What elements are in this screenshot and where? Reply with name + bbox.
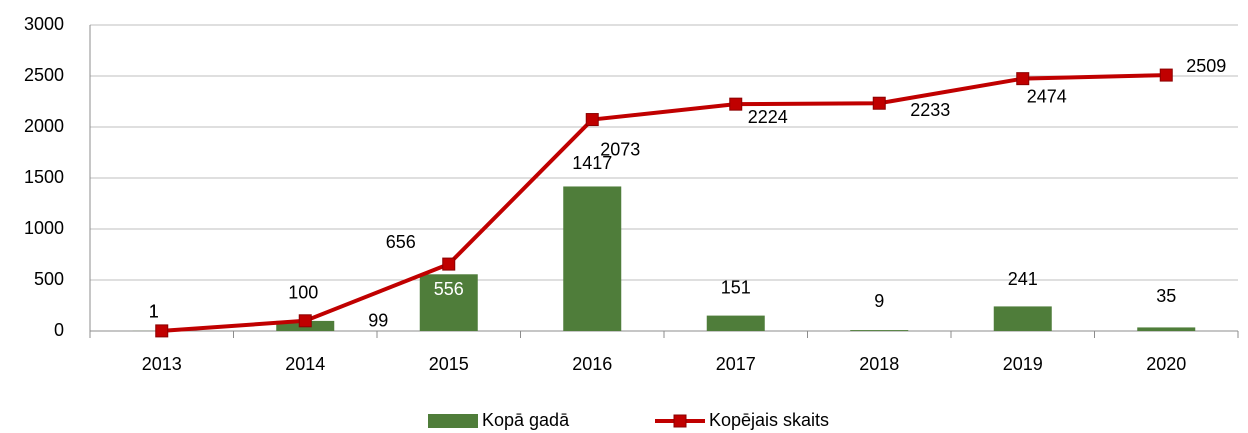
x-tick-label: 2013 xyxy=(142,354,182,374)
x-tick-label: 2020 xyxy=(1146,354,1186,374)
line-value-label: 2233 xyxy=(910,100,950,120)
bar-value-label: 1417 xyxy=(572,153,612,173)
bar-value-label: 9 xyxy=(874,291,884,311)
legend-label: Kopā gadā xyxy=(482,410,570,430)
bar xyxy=(563,186,622,331)
line-marker xyxy=(872,96,886,110)
line-value-label: 2474 xyxy=(1027,86,1067,106)
bar xyxy=(1137,327,1196,331)
bar-value-label: 241 xyxy=(1008,269,1038,289)
line-value-label: 1 xyxy=(149,302,159,322)
line xyxy=(161,73,1167,333)
y-tick-label: 2000 xyxy=(24,116,64,136)
legend-label: Kopējais skaits xyxy=(709,410,829,430)
line-value-label: 2224 xyxy=(748,107,788,127)
y-tick-label: 2500 xyxy=(24,65,64,85)
y-tick-label: 3000 xyxy=(24,14,64,34)
line-value-label: 656 xyxy=(386,232,416,252)
line-marker xyxy=(298,314,312,328)
line-marker xyxy=(155,324,169,338)
line-marker xyxy=(1159,68,1173,82)
bar-value-label: 151 xyxy=(721,277,751,297)
bar xyxy=(993,306,1052,331)
y-tick-label: 0 xyxy=(54,320,64,340)
x-tick-label: 2016 xyxy=(572,354,612,374)
line-marker xyxy=(442,257,456,271)
x-tick-label: 2015 xyxy=(429,354,469,374)
y-tick-label: 500 xyxy=(34,269,64,289)
line-value-label: 100 xyxy=(288,283,318,303)
y-tick-label: 1000 xyxy=(24,218,64,238)
x-tick-label: 2018 xyxy=(859,354,899,374)
line-marker xyxy=(585,113,599,127)
line-value-label: 2073 xyxy=(600,139,640,159)
bar xyxy=(706,315,765,331)
line-value-label: 2509 xyxy=(1186,56,1226,76)
line-marker xyxy=(1016,72,1030,86)
line-marker xyxy=(729,97,743,111)
x-tick-label: 2014 xyxy=(285,354,325,374)
x-tick-label: 2019 xyxy=(1003,354,1043,374)
bar xyxy=(419,274,478,331)
bar-value-label: 1 xyxy=(149,302,159,322)
legend-swatch xyxy=(428,414,478,428)
x-tick-label: 2017 xyxy=(716,354,756,374)
bar-value-label: 35 xyxy=(1156,286,1176,306)
y-tick-label: 1500 xyxy=(24,167,64,187)
legend-marker xyxy=(673,414,687,428)
bar xyxy=(850,330,909,331)
bar-value-label: 99 xyxy=(368,311,388,331)
bar-value-label: 556 xyxy=(434,279,464,299)
